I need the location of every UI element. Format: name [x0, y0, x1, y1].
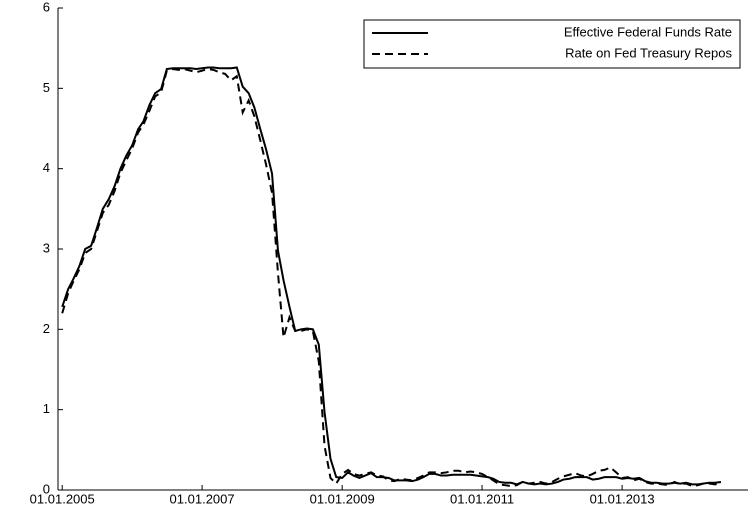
legend-box [363, 19, 741, 69]
x-tick-label: 01.01.2011 [450, 491, 514, 506]
x-tick-label: 01.01.2013 [590, 491, 655, 506]
legend-label: Effective Federal Funds Rate [564, 24, 732, 39]
y-tick-label: 3 [43, 240, 50, 255]
y-tick-label: 2 [43, 321, 50, 336]
legend-label: Rate on Fed Treasury Repos [565, 45, 732, 60]
series-line [61, 68, 722, 488]
y-tick-label: 4 [43, 160, 50, 175]
x-tick-label: 01.01.2005 [30, 491, 95, 506]
x-tick-label: 01.01.2009 [310, 491, 375, 506]
x-tick-label: 01.01.2007 [170, 491, 235, 506]
y-tick-label: 6 [43, 0, 50, 14]
series-line [61, 66, 722, 486]
y-tick-label: 5 [43, 80, 50, 95]
y-tick-label: 0 [43, 481, 50, 496]
y-tick-label: 1 [43, 401, 50, 416]
